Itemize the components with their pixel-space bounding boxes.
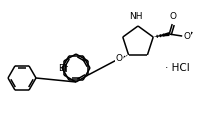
Text: NH: NH bbox=[129, 12, 143, 21]
Text: O: O bbox=[183, 31, 190, 41]
Text: O: O bbox=[115, 54, 122, 63]
Text: O: O bbox=[170, 12, 177, 21]
Polygon shape bbox=[153, 32, 170, 37]
Text: · HCl: · HCl bbox=[165, 63, 190, 73]
Text: Br: Br bbox=[58, 64, 68, 73]
